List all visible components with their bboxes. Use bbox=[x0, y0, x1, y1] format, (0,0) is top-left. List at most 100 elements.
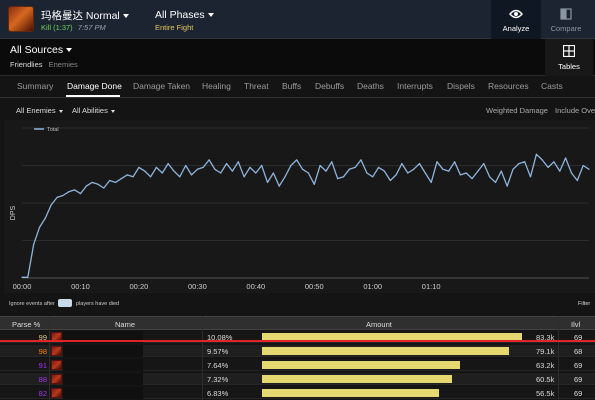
abilities-filter[interactable]: All Abilities bbox=[72, 106, 115, 115]
tab-debuffs[interactable]: Debuffs bbox=[315, 81, 345, 91]
include-overkill-toggle[interactable]: Include Over bbox=[555, 106, 595, 115]
boss-avatar bbox=[8, 6, 34, 32]
tab-threat[interactable]: Threat bbox=[244, 81, 269, 91]
data-point bbox=[21, 276, 23, 278]
tab-buffs[interactable]: Buffs bbox=[282, 81, 302, 91]
data-point bbox=[214, 168, 216, 170]
data-point bbox=[442, 168, 444, 170]
compare-label: Compare bbox=[550, 24, 582, 33]
enemies-link[interactable]: Enemies bbox=[48, 60, 78, 69]
player-name-redacted[interactable] bbox=[63, 373, 143, 385]
players-died-label: players have died bbox=[76, 301, 120, 307]
damage-amount: 56.5k bbox=[536, 389, 555, 398]
data-point bbox=[325, 170, 327, 172]
data-point bbox=[255, 172, 257, 174]
death-count-input[interactable] bbox=[58, 299, 72, 307]
damage-bar bbox=[262, 389, 439, 397]
data-point bbox=[500, 170, 502, 172]
data-point bbox=[109, 179, 111, 182]
tab-summary[interactable]: Summary bbox=[17, 81, 54, 91]
data-point bbox=[114, 181, 117, 183]
parse-value: 99 bbox=[38, 333, 47, 342]
dps-chart: 00:00 00:10 00:20 00:30 00:40 00:50 01:00 01:10… bbox=[4, 120, 595, 293]
difficulty-label: Normal bbox=[85, 10, 120, 22]
amount-header[interactable]: Amount bbox=[366, 320, 392, 329]
data-point bbox=[301, 168, 304, 170]
data-point bbox=[553, 161, 555, 163]
boss-selector[interactable]: 玛格曼达 Normal bbox=[41, 8, 129, 23]
data-point bbox=[185, 164, 187, 167]
data-point bbox=[354, 166, 356, 168]
tab-resources[interactable]: Resources bbox=[488, 81, 529, 91]
tables-tab[interactable]: Tables bbox=[545, 39, 593, 76]
data-point bbox=[348, 168, 350, 170]
data-point bbox=[44, 217, 46, 219]
data-point bbox=[541, 159, 543, 161]
data-point bbox=[512, 168, 514, 170]
table-row[interactable]: 91 7.64% 63.2k 69 bbox=[0, 359, 595, 371]
parse-value: 91 bbox=[38, 361, 47, 370]
tab-deaths[interactable]: Deaths bbox=[357, 81, 384, 91]
damage-percent: 7.32% bbox=[207, 375, 229, 384]
sources-title: All Sources bbox=[10, 44, 64, 56]
sources-bar: All Sources Friendlies Enemies Tables bbox=[0, 39, 595, 76]
data-point bbox=[220, 172, 222, 174]
tab-damage-done[interactable]: Damage Done bbox=[67, 81, 122, 91]
chevron-down-icon bbox=[110, 109, 115, 113]
data-point bbox=[389, 179, 391, 182]
compare-tab[interactable]: Compare bbox=[541, 0, 591, 39]
analyze-label: Analyze bbox=[502, 24, 530, 33]
enemies-filter[interactable]: All Enemies bbox=[16, 106, 63, 115]
tab-casts[interactable]: Casts bbox=[541, 81, 563, 91]
chevron-down-icon bbox=[58, 109, 63, 113]
parse-header[interactable]: Parse % bbox=[12, 320, 41, 329]
friendlies-link[interactable]: Friendlies bbox=[10, 60, 43, 69]
data-point bbox=[477, 170, 479, 172]
name-header[interactable]: Name bbox=[115, 320, 136, 329]
analyze-tab[interactable]: Analyze bbox=[491, 0, 541, 39]
table-row[interactable]: 88 7.32% 60.5k 69 bbox=[0, 373, 595, 385]
class-icon bbox=[51, 388, 62, 398]
damage-percent: 6.83% bbox=[207, 389, 229, 398]
ilvl-header[interactable]: Ilvl bbox=[571, 320, 581, 329]
player-name-redacted[interactable] bbox=[63, 359, 143, 371]
filter-label[interactable]: Filter bbox=[578, 301, 591, 307]
damage-bar bbox=[262, 333, 522, 341]
tab-healing[interactable]: Healing bbox=[202, 81, 231, 91]
data-point bbox=[85, 185, 87, 187]
table-row[interactable]: 98 9.57% 79.1k 68 bbox=[0, 345, 595, 357]
data-point bbox=[38, 226, 41, 228]
sources-selector[interactable]: All Sources bbox=[10, 44, 73, 56]
data-point bbox=[489, 176, 491, 178]
data-point bbox=[249, 166, 251, 168]
table-row[interactable]: 82 6.83% 56.5k 69 bbox=[0, 387, 595, 399]
tab-interrupts[interactable]: Interrupts bbox=[397, 81, 433, 91]
tab-damage-taken[interactable]: Damage Taken bbox=[133, 81, 191, 91]
data-point bbox=[506, 185, 508, 187]
data-point bbox=[582, 164, 584, 167]
data-point bbox=[436, 161, 438, 163]
player-name-redacted[interactable] bbox=[63, 387, 143, 399]
data-point bbox=[74, 189, 76, 191]
kill-info: Kill (1:37) 7:57 PM bbox=[41, 23, 106, 32]
class-icon bbox=[51, 346, 62, 356]
data-point bbox=[91, 181, 93, 183]
tab-dispels[interactable]: Dispels bbox=[447, 81, 475, 91]
x-tick-label: 01:10 bbox=[422, 282, 441, 291]
phase-selector[interactable]: All Phases bbox=[155, 9, 214, 21]
data-point bbox=[453, 161, 456, 163]
data-point bbox=[319, 164, 321, 167]
data-point bbox=[225, 163, 228, 165]
item-level: 68 bbox=[574, 347, 583, 356]
data-point bbox=[290, 164, 292, 167]
x-tick-label: 00:00 bbox=[13, 282, 32, 291]
data-point bbox=[524, 161, 526, 163]
data-point bbox=[161, 172, 163, 174]
data-point bbox=[483, 163, 485, 165]
data-point bbox=[570, 172, 573, 174]
damage-percent: 9.57% bbox=[207, 347, 229, 356]
weighted-damage-toggle[interactable]: Weighted Damage bbox=[486, 106, 548, 115]
player-name-redacted[interactable] bbox=[63, 345, 143, 357]
data-point bbox=[407, 172, 409, 174]
damage-amount: 60.5k bbox=[536, 375, 555, 384]
